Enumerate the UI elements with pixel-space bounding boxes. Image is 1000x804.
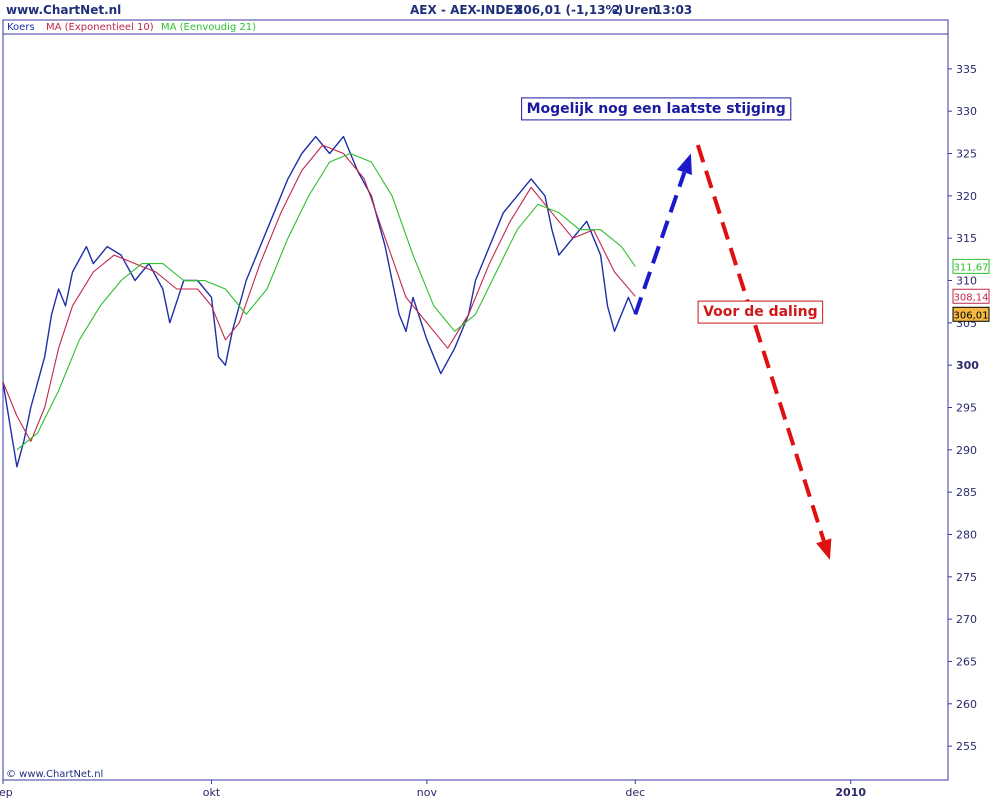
price-label-text: 306,01 [954,310,989,321]
series-layer [2,135,636,468]
legend-item-koers: Koers [7,22,35,33]
instrument-name: AEX - AEX-INDEX [410,3,523,17]
annotation-arrow-1 [695,144,826,542]
y-tick-label: 275 [956,571,977,584]
y-axis: 2552602652702752802852902953003053103153… [948,63,979,753]
annotation-arrow-0 [633,171,687,316]
quote-value: 306,01 (-1,13%) [515,3,623,17]
series-line-1 [2,144,636,442]
interval-label: 2 Uren [612,3,657,17]
price-label: 306,01 [952,306,990,322]
annotation-box-1 [697,300,824,324]
price-label-box [952,288,990,304]
y-tick-label: 270 [956,613,977,626]
site-name[interactable]: www.ChartNet.nl [6,3,121,17]
annotation-label-0: Mogelijk nog een laatste stijging [521,97,792,121]
time-label: 13:03 [654,3,692,17]
price-label-text: 311,67 [954,262,989,273]
x-tick-label: okt [203,786,221,799]
price-label-box [952,306,990,322]
y-tick-label: 260 [956,698,977,711]
series-line-0 [2,135,636,468]
y-tick-label: 310 [956,275,977,288]
annotations: Mogelijk nog een laatste stijging Voor de… [521,97,832,560]
annotation-label-1: Voor de daling [697,300,824,324]
y-tick-label: 255 [956,740,977,753]
annotation-box-0 [521,97,792,121]
legend-item-ema10: MA (Exponentieel 10) [46,22,154,33]
annotation-text-1: Voor de daling [703,304,818,320]
legend-item-sma21: MA (Eenvoudig 21) [161,22,256,33]
price-label: 308,14 [952,288,990,304]
price-label-text: 308,14 [954,292,989,303]
chart-header: www.ChartNet.nl AEX - AEX-INDEX 306,01 (… [6,3,692,17]
y-tick-label: 280 [956,528,977,541]
price-labels: 311,67 308,14 306,01 [952,258,990,322]
x-axis: sep okt nov dec 2010 [0,780,866,799]
y-tick-label: 285 [956,486,977,499]
y-tick-label: 300 [956,359,979,372]
annotation-arrowhead-0 [676,153,692,175]
y-tick-label: 335 [956,63,977,76]
x-tick-label: sep [0,786,13,799]
x-tick-label: dec [625,786,645,799]
annotation-text-0: Mogelijk nog een laatste stijging [527,101,786,117]
y-tick-label: 315 [956,232,977,245]
series-line-2 [16,152,636,451]
copyright-text[interactable]: © www.ChartNet.nl [6,769,103,780]
y-tick-label: 290 [956,444,977,457]
y-tick-label: 330 [956,105,977,118]
price-label-box [952,258,990,274]
y-tick-label: 295 [956,402,977,415]
x-tick-label: nov [417,786,438,799]
y-tick-label: 325 [956,148,977,161]
y-tick-label: 265 [956,655,977,668]
x-tick-label: 2010 [835,786,866,799]
plot-frame [2,19,949,781]
annotation-arrowhead-1 [816,538,832,560]
legend: Koers MA (Exponentieel 10) MA (Eenvoudig… [7,22,256,33]
y-tick-label: 320 [956,190,977,203]
price-label: 311,67 [952,258,990,274]
